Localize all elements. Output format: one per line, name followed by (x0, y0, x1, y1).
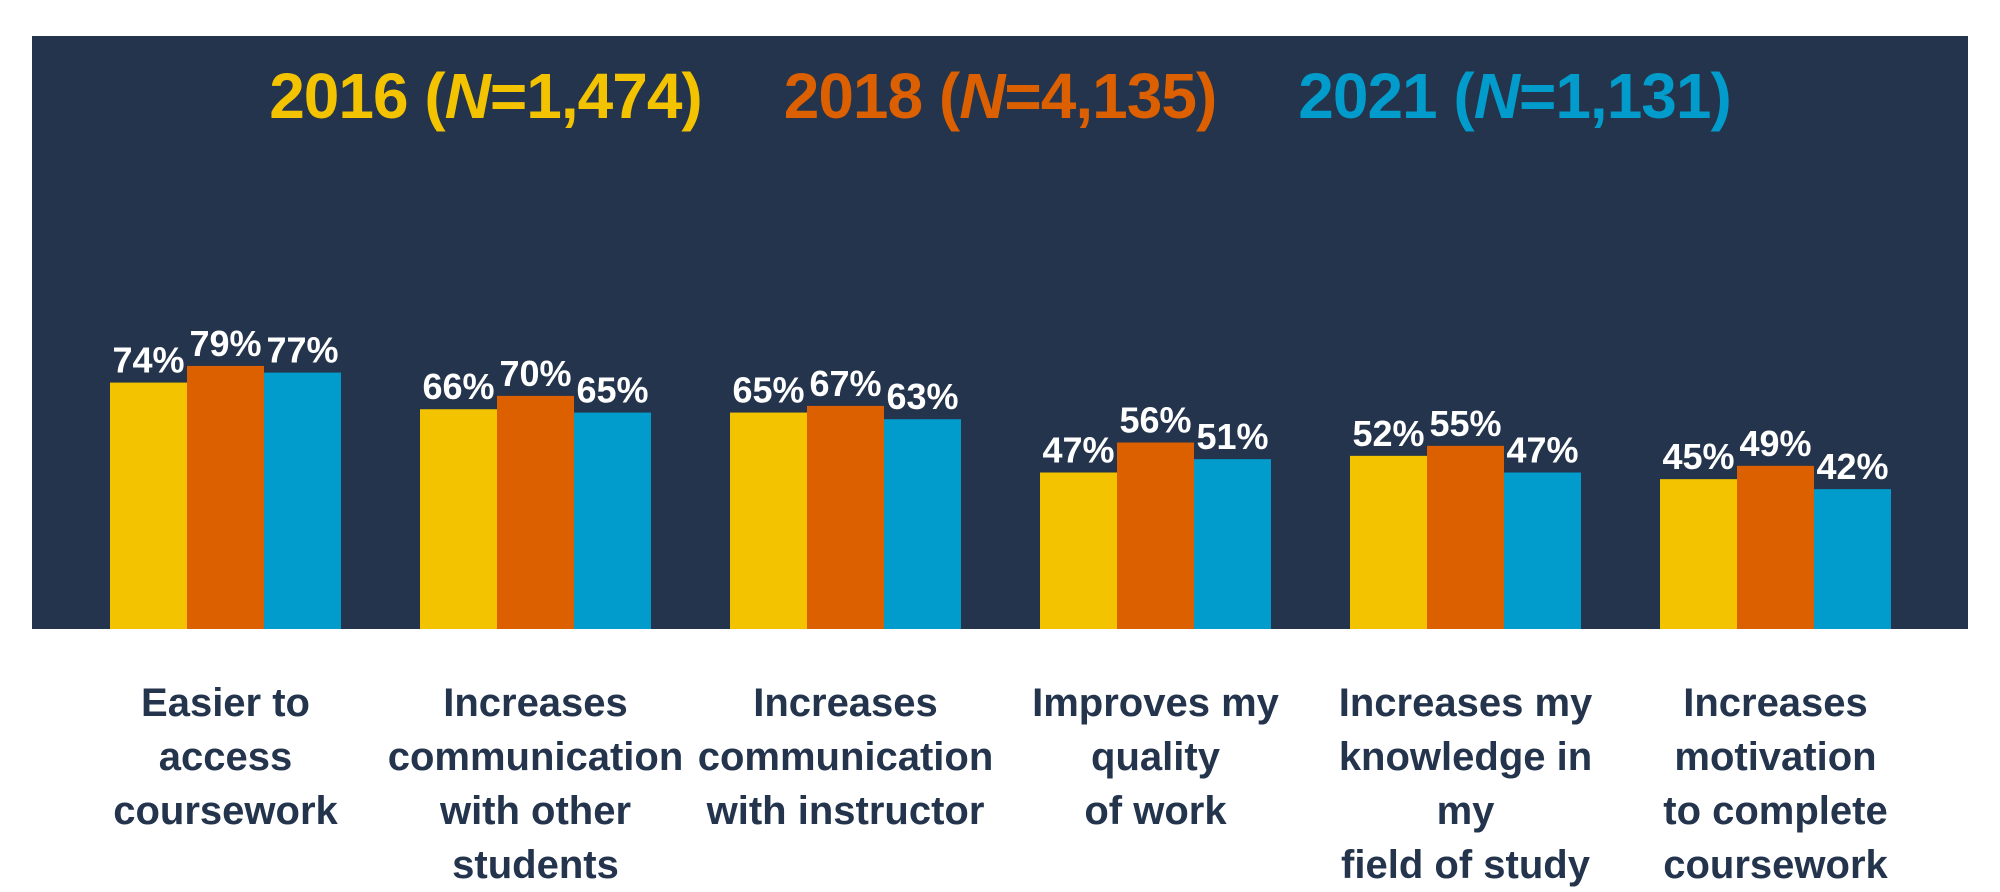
legend-year: 2021 (1298, 60, 1437, 132)
data-label: 45% (1662, 436, 1734, 477)
data-label: 70% (499, 353, 571, 394)
data-label: 77% (266, 330, 338, 371)
legend-n-symbol: N (959, 60, 1005, 132)
bar (1660, 479, 1737, 629)
bar (497, 395, 574, 629)
bar-group: 66% 70% 65% (420, 353, 651, 629)
legend-item-2018: 2018 (N=4,135) (783, 59, 1218, 133)
legend-item-2016: 2016 (N=1,474) (269, 59, 703, 133)
legend-n-value: =1,131) (1518, 60, 1732, 132)
category-label: Increases my knowledge in my field of st… (1338, 681, 1593, 887)
bar (1194, 459, 1271, 629)
data-label: 47% (1506, 429, 1578, 470)
bar (110, 382, 187, 629)
chart-panel (32, 36, 1968, 629)
legend-n-symbol: N (1473, 60, 1520, 132)
legend-paren: ( (407, 60, 445, 132)
legend-year: 2016 (269, 60, 408, 132)
bar (1737, 465, 1814, 629)
bar (807, 405, 884, 629)
bar-group: 74% 79% 77% (110, 323, 341, 629)
data-label: 52% (1352, 413, 1424, 454)
legend-n-value: =4,135) (1004, 60, 1217, 132)
bar-group: 65% 67% 63% (730, 363, 961, 629)
data-label: 47% (1042, 429, 1114, 470)
legend: 2016 (N=1,474) 2018 (N=4,135) 2021 (N=1,… (32, 36, 1968, 156)
category-label: Improves my quality of work (1032, 681, 1279, 833)
data-label: 65% (732, 370, 804, 411)
bar (1504, 472, 1581, 629)
data-label: 42% (1816, 446, 1888, 487)
legend-year: 2018 (783, 60, 923, 132)
data-label: 63% (886, 376, 958, 417)
bar (1814, 489, 1891, 629)
bar (1350, 455, 1427, 629)
category-label: Increases motivation to complete coursew… (1663, 681, 1888, 887)
legend-n-symbol: N (444, 60, 491, 132)
data-label: 56% (1119, 400, 1191, 441)
category-label: Increases communication with instructor (697, 681, 994, 833)
legend-paren: ( (922, 60, 960, 132)
bar (574, 412, 651, 629)
bar (420, 409, 497, 629)
bar (884, 419, 961, 629)
data-label: 51% (1196, 416, 1268, 457)
bar (1040, 472, 1117, 629)
legend-paren: ( (1436, 60, 1474, 132)
bar-group: 47%56% 51% (1040, 400, 1271, 629)
bar (264, 372, 341, 629)
data-label: 74% (112, 340, 184, 381)
legend-item-2021: 2021 (N=1,131) (1298, 59, 1732, 133)
legend-n-value: =1,474) (489, 60, 703, 132)
bar-group: 52% 55%47% (1350, 403, 1581, 629)
data-label: 66% (422, 366, 494, 407)
data-label: 65% (576, 370, 648, 411)
bar (1117, 442, 1194, 629)
data-label: 55% (1429, 403, 1501, 444)
bar (730, 412, 807, 629)
data-label: 67% (809, 363, 881, 404)
category-label: Increases communication with other stude… (387, 681, 684, 887)
data-label: 49% (1739, 423, 1811, 464)
bar (1427, 445, 1504, 629)
bar (187, 365, 264, 629)
data-label: 79% (189, 323, 261, 364)
bar-group: 45% 49%42% (1660, 423, 1891, 629)
category-label: Easier to access coursework (113, 681, 338, 833)
category-axis: Easier to access coursework Increases com… (0, 676, 2000, 887)
